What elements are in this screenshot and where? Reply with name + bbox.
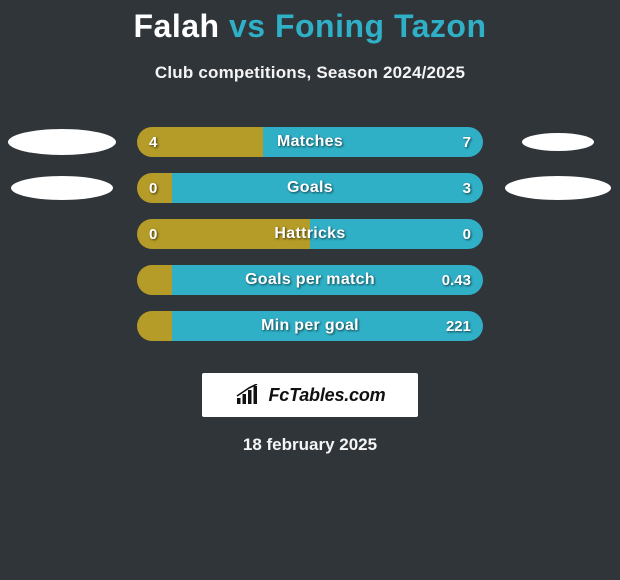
bar-left-fill (137, 311, 172, 341)
bar-right-fill (310, 219, 483, 249)
stat-row: 221Min per goal (0, 303, 620, 349)
stat-bar: 221Min per goal (137, 311, 483, 341)
title-player2: Foning Tazon (275, 8, 487, 44)
stat-row: 47Matches (0, 119, 620, 165)
stat-row: 03Goals (0, 165, 620, 211)
stat-row: 00Hattricks (0, 211, 620, 257)
brand-text: FcTables.com (269, 385, 386, 406)
stat-row: 0.43Goals per match (0, 257, 620, 303)
stat-bar: 47Matches (137, 127, 483, 157)
bar-right-fill (172, 311, 483, 341)
bar-left-fill (137, 265, 172, 295)
left-marker (11, 176, 113, 200)
chart-icon (235, 384, 263, 406)
subtitle: Club competitions, Season 2024/2025 (0, 63, 620, 83)
left-marker-slot (7, 129, 117, 155)
left-marker (8, 129, 116, 155)
bar-right-fill (263, 127, 483, 157)
left-marker-slot (7, 176, 117, 200)
stat-rows: 47Matches 03Goals 00Hattricks 0.43Goals per… (0, 119, 620, 349)
date-text: 18 february 2025 (0, 435, 620, 455)
bar-right-fill (172, 173, 483, 203)
stat-bar: 00Hattricks (137, 219, 483, 249)
bar-right-fill (172, 265, 483, 295)
bar-left-fill (137, 127, 263, 157)
right-marker (505, 176, 611, 200)
bar-left-fill (137, 173, 172, 203)
title-player1: Falah (133, 8, 219, 44)
title-vs: vs (229, 8, 266, 44)
right-marker-slot (503, 176, 613, 200)
stat-bar: 03Goals (137, 173, 483, 203)
brand-badge: FcTables.com (202, 373, 418, 417)
page-title: Falah vs Foning Tazon (0, 0, 620, 45)
stat-bar: 0.43Goals per match (137, 265, 483, 295)
right-marker (522, 133, 594, 151)
bar-left-fill (137, 219, 310, 249)
right-marker-slot (503, 133, 613, 151)
